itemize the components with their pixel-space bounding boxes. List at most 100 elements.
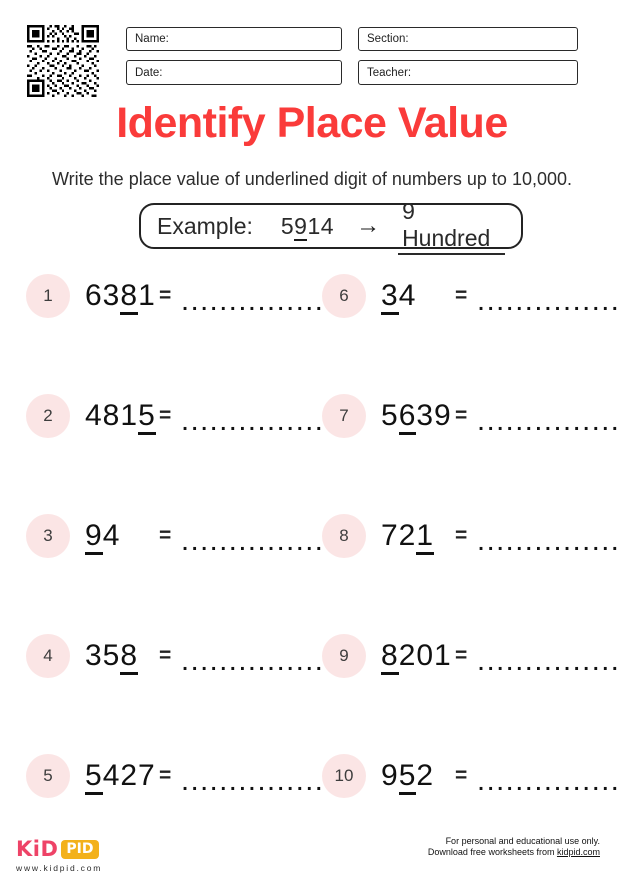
problem-number: 10 (334, 766, 354, 785)
equals-sign: = (159, 764, 172, 787)
digit-prefix: 63 (85, 279, 121, 312)
section-field-label: Section: (367, 33, 409, 45)
digit-prefix: 35 (85, 639, 121, 672)
digit-prefix: 9 (381, 759, 399, 792)
problem-number-badge: 4 (26, 634, 70, 678)
example-number: 5914 (280, 212, 335, 241)
equals-sign: = (159, 524, 172, 547)
example-number-prefix: 5 (280, 212, 295, 239)
problem-number-badge: 2 (26, 394, 70, 438)
problems-column-right: 6 34 = ............... 7 5639 = ........… (312, 236, 624, 836)
problem-expression: 34 = ............... (381, 279, 622, 315)
answer-line[interactable]: ............... (182, 292, 326, 315)
teacher-field[interactable]: Teacher: (358, 60, 578, 85)
example-number-suffix: 14 (307, 212, 335, 239)
footer-note-line1: For personal and educational use only. (445, 836, 600, 846)
problem-row-4: 4 358 = ............... (26, 596, 322, 716)
problem-row-10: 10 952 = ............... (322, 716, 624, 836)
problem-number: 3 (43, 526, 53, 545)
answer-line[interactable]: ............... (478, 652, 622, 675)
problem-row-5: 5 5427 = ............... (26, 716, 322, 836)
problem-value: 94 (85, 519, 159, 555)
section-field[interactable]: Section: (358, 27, 578, 51)
problem-value: 4815 (85, 399, 159, 435)
date-field[interactable]: Date: (126, 60, 342, 85)
equals-sign: = (455, 644, 468, 667)
problem-expression: 358 = ............... (85, 639, 326, 675)
arrow-right-icon: → (356, 212, 381, 239)
equals-sign: = (455, 764, 468, 787)
problem-number: 1 (43, 286, 53, 305)
answer-line[interactable]: ............... (478, 412, 622, 435)
digit-suffix: 201 (398, 639, 452, 672)
digit-prefix: 72 (381, 519, 417, 552)
underlined-digit: 6 (398, 399, 417, 435)
answer-line[interactable]: ............... (182, 652, 326, 675)
answer-line[interactable]: ............... (182, 772, 326, 795)
equals-sign: = (159, 404, 172, 427)
problem-row-9: 9 8201 = ............... (322, 596, 624, 716)
page-title: Identify Place Value (116, 99, 508, 147)
footer-note-line2: Download free worksheets from kidpid.com (428, 847, 600, 858)
problem-value: 721 (381, 519, 455, 555)
digit-prefix: 481 (85, 399, 139, 432)
digit-prefix: 5 (381, 399, 399, 432)
digit-suffix: 1 (138, 279, 156, 312)
answer-line[interactable]: ............... (182, 412, 326, 435)
problem-number-badge: 6 (322, 274, 366, 318)
problem-number: 5 (43, 766, 53, 785)
digit-suffix: 427 (102, 759, 156, 792)
answer-line[interactable]: ............... (478, 292, 622, 315)
problem-expression: 4815 = ............... (85, 399, 326, 435)
problem-number-badge: 1 (26, 274, 70, 318)
problem-row-2: 2 4815 = ............... (26, 356, 322, 476)
example-underlined-digit: 9 (294, 212, 308, 241)
underlined-digit: 5 (85, 759, 103, 795)
problem-number-badge: 5 (26, 754, 70, 798)
problem-number-badge: 3 (26, 514, 70, 558)
equals-sign: = (455, 284, 468, 307)
problem-value: 6381 (85, 279, 159, 315)
footer-note-line2-text: Download free worksheets from (427, 847, 557, 857)
problem-expression: 94 = ............... (85, 519, 326, 555)
problem-number-badge: 7 (322, 394, 366, 438)
underlined-digit: 1 (416, 519, 435, 555)
digit-suffix: 39 (416, 399, 452, 432)
problem-expression: 952 = ............... (381, 759, 622, 795)
problems-column-left: 1 6381 = ............... 2 4815 = ......… (0, 236, 322, 836)
problem-expression: 721 = ............... (381, 519, 622, 555)
example-label: Example: (157, 212, 253, 239)
problem-number-badge: 9 (322, 634, 366, 678)
example-answer: 9 Hundred (398, 198, 505, 255)
problem-expression: 5427 = ............... (85, 759, 326, 795)
problem-value: 358 (85, 639, 159, 675)
problem-number-badge: 8 (322, 514, 366, 558)
problem-row-7: 7 5639 = ............... (322, 356, 624, 476)
logo-website-text: www.kidpid.com (16, 863, 103, 873)
problem-value: 5427 (85, 759, 159, 795)
underlined-digit: 3 (381, 279, 399, 315)
problem-expression: 8201 = ............... (381, 639, 622, 675)
problem-value: 5639 (381, 399, 455, 435)
date-field-label: Date: (135, 66, 163, 79)
underlined-digit: 5 (398, 759, 417, 795)
kidpid-link[interactable]: kidpid.com (556, 847, 600, 857)
name-field[interactable]: Name: (126, 27, 342, 51)
underlined-digit: 8 (381, 639, 399, 675)
problem-number: 9 (339, 646, 349, 665)
answer-line[interactable]: ............... (478, 772, 622, 795)
problem-number: 2 (43, 406, 53, 425)
problem-number: 8 (339, 526, 349, 545)
problem-value: 8201 (381, 639, 455, 675)
answer-line[interactable]: ............... (478, 532, 622, 555)
digit-suffix: 4 (398, 279, 417, 312)
problem-row-8: 8 721 = ............... (322, 476, 624, 596)
answer-line[interactable]: ............... (182, 532, 326, 555)
problem-number: 7 (339, 406, 349, 425)
equals-sign: = (159, 284, 172, 307)
teacher-field-label: Teacher: (367, 66, 412, 79)
name-field-label: Name: (135, 33, 169, 45)
instructions-text: Write the place value of underlined digi… (52, 169, 572, 189)
problems-grid: 1 6381 = ............... 2 4815 = ......… (0, 236, 624, 836)
underlined-digit: 5 (138, 399, 156, 435)
